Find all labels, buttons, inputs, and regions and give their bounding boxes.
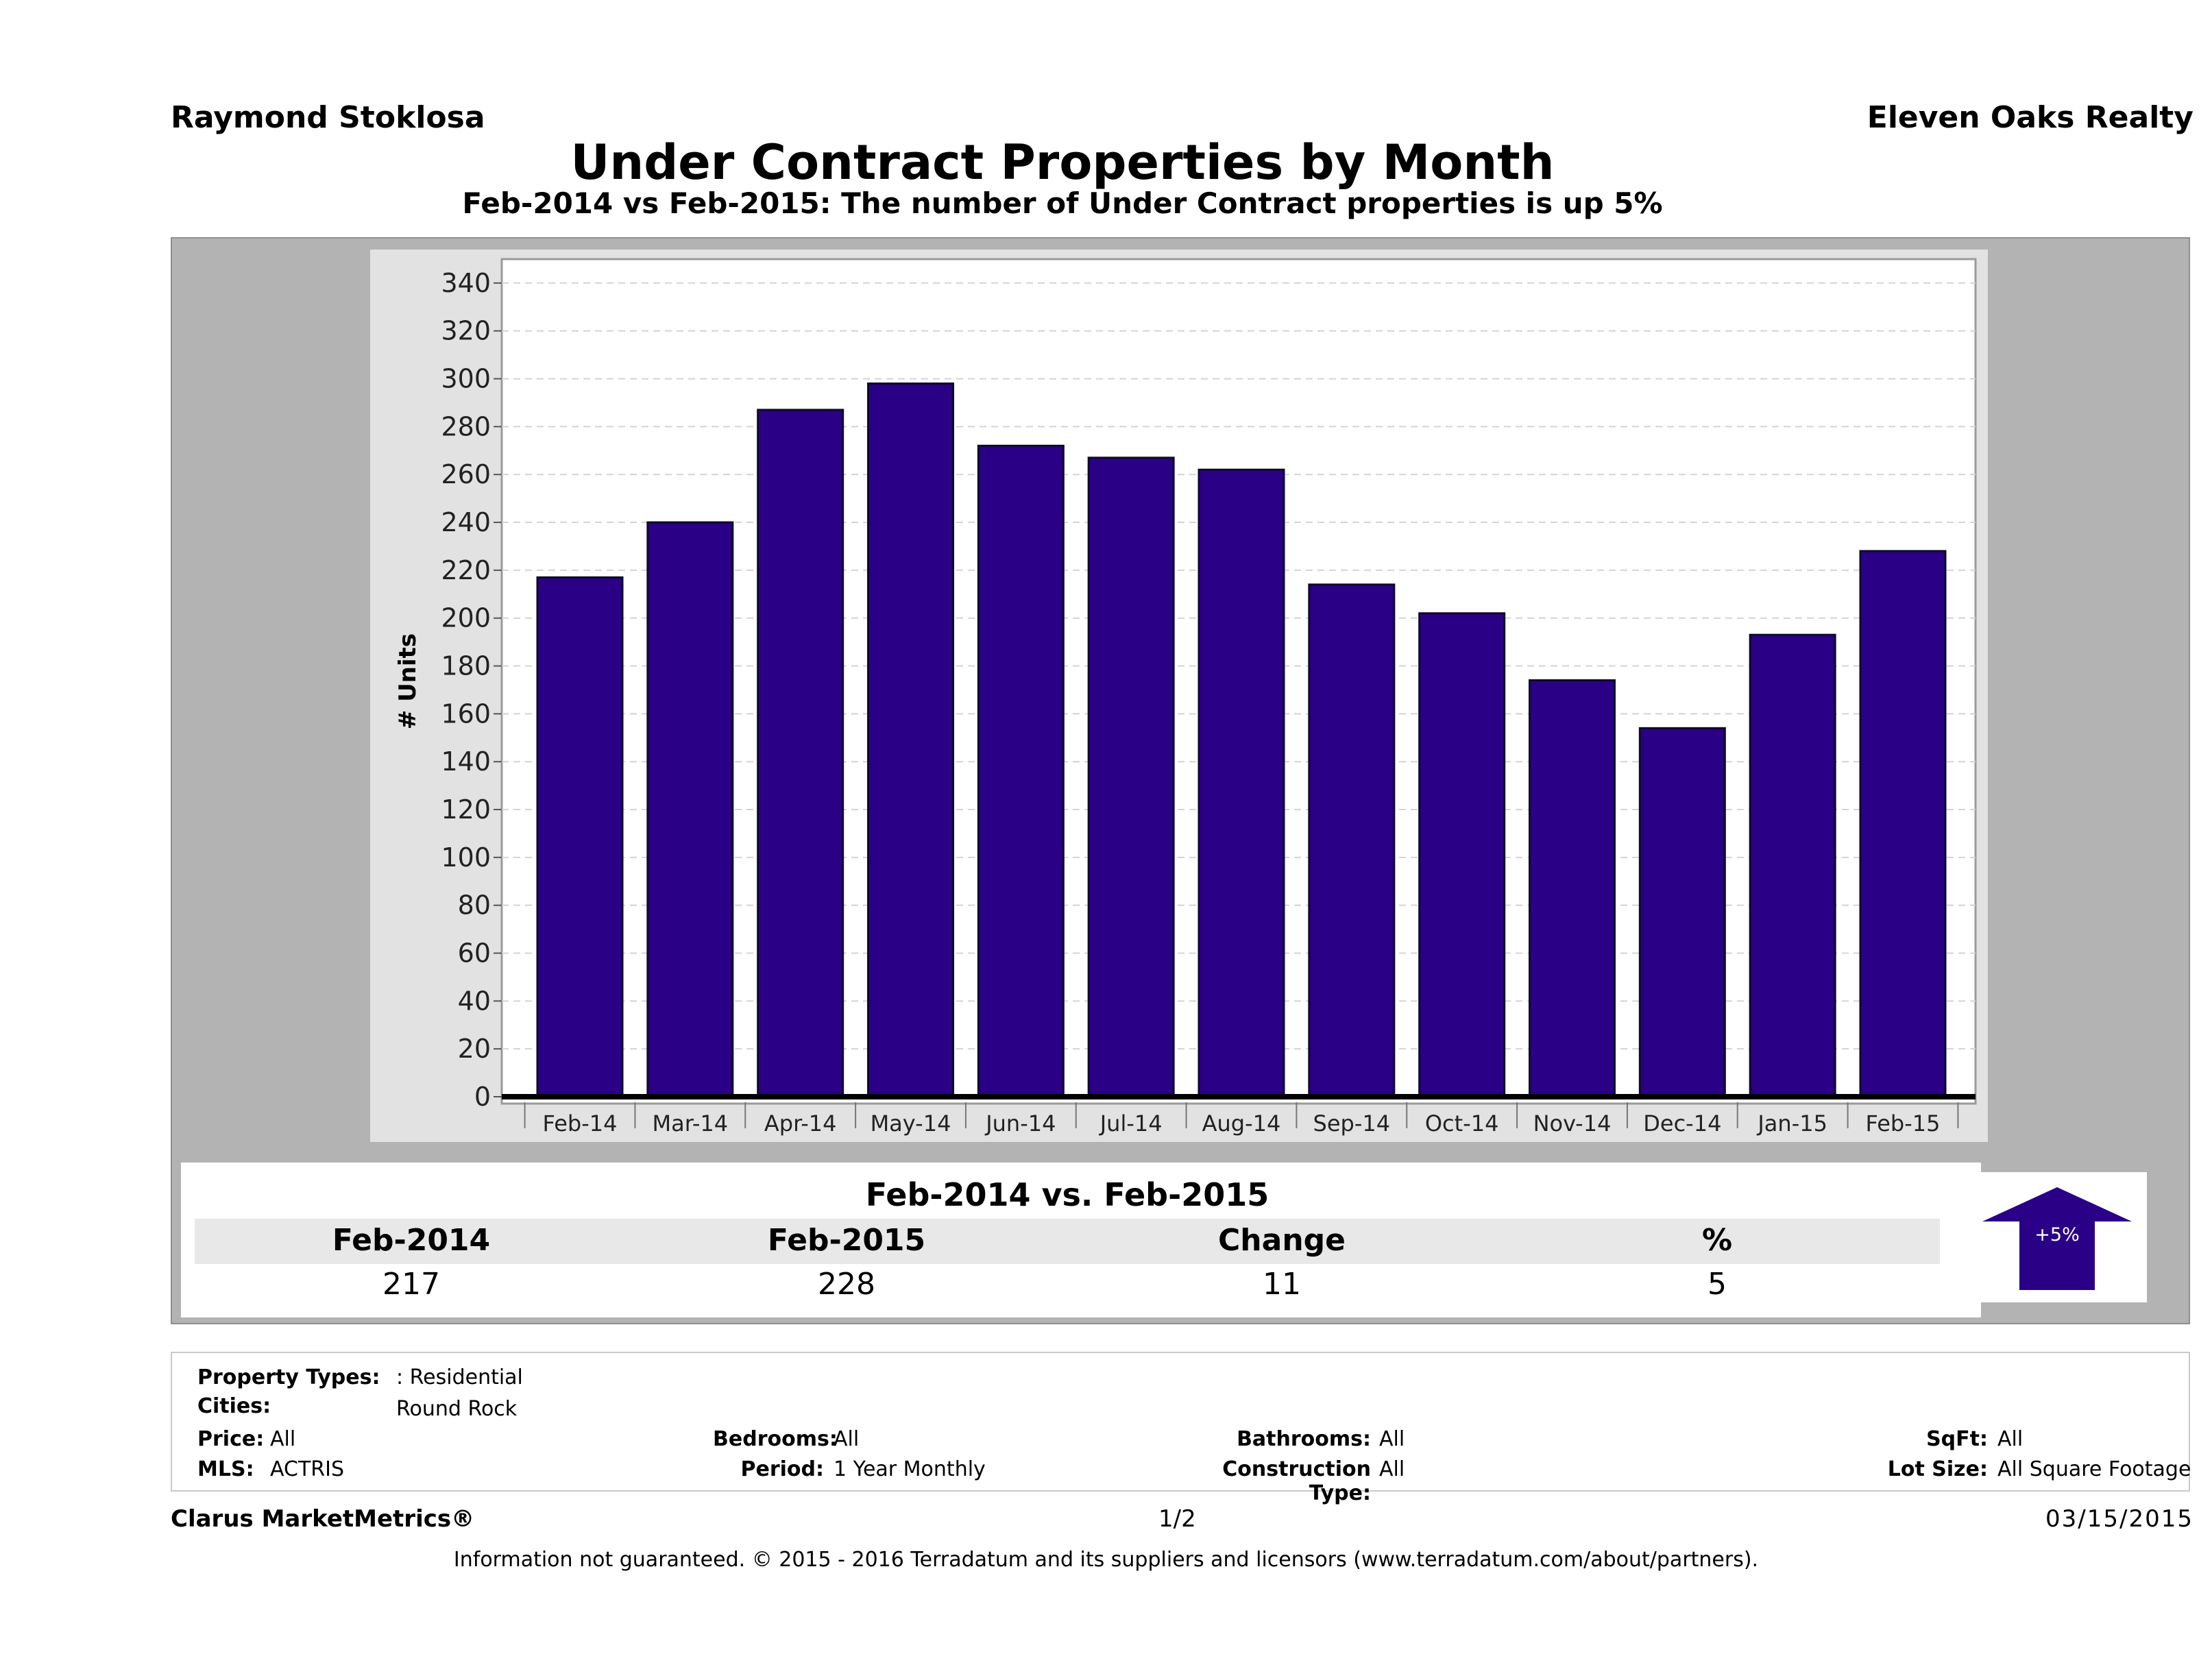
x-tick-label: Sep-14 [1313, 1110, 1391, 1136]
agent-name: Raymond Stoklosa [171, 100, 485, 135]
bar-aug-14 [1198, 468, 1285, 1098]
comparison-header-feb-2015: Feb-2015 [767, 1223, 926, 1258]
y-axis-label: # Units [394, 633, 422, 729]
bar-jul-14 [1087, 457, 1175, 1098]
period-label: Period: [740, 1457, 825, 1481]
bar-chart: 0 20 40 60 80 100 120 140 160 180 200 220 240 260 280 3… [394, 258, 1977, 1136]
change-badge-label: +5% [2034, 1224, 2079, 1245]
gridlines [502, 282, 1976, 1050]
x-tick-label: Feb-15 [1866, 1110, 1941, 1136]
bar-apr-14 [757, 409, 844, 1098]
page-number: 1/2 [1158, 1505, 1196, 1533]
bedrooms-value: All [834, 1427, 860, 1451]
comparison-header-percent: % [1701, 1223, 1733, 1258]
sqft-value: All [1997, 1427, 2023, 1451]
construction-type-label: Construction Type: [1222, 1457, 1371, 1505]
y-tick-label: 280 [441, 411, 491, 441]
bar-mar-14 [646, 521, 734, 1098]
x-tick-label: Jan-15 [1756, 1110, 1827, 1136]
comparison-header-change: Change [1218, 1223, 1346, 1258]
x-tick-label: Jul-14 [1099, 1110, 1163, 1136]
x-tick-label: Oct-14 [1425, 1110, 1499, 1136]
chart-subtitle: Feb-2014 vs Feb-2015: The number of Unde… [462, 186, 1663, 220]
lot-size-value: All Square Footage [1997, 1457, 2191, 1481]
y-tick-label: 260 [441, 459, 491, 489]
property-types-label: Property Types: [197, 1365, 380, 1389]
cities-value: Round Rock [396, 1397, 518, 1421]
brokerage-name: Eleven Oaks Realty [1867, 100, 2193, 135]
price-label: Price: [197, 1427, 265, 1451]
y-tick-label: 160 [441, 698, 491, 729]
y-tick-label: 320 [441, 316, 491, 346]
property-types-value: : Residential [396, 1365, 523, 1389]
comparison-header-feb-2014: Feb-2014 [332, 1223, 491, 1258]
bar-jun-14 [977, 444, 1065, 1098]
bar-feb-14 [536, 576, 624, 1098]
bar-jan-15 [1749, 633, 1836, 1098]
x-tick-label: Apr-14 [764, 1110, 837, 1136]
x-tick-label: Dec-14 [1643, 1110, 1721, 1136]
bar-nov-14 [1529, 679, 1616, 1098]
y-tick-label: 200 [441, 603, 491, 633]
report-date: 03/15/2015 [2045, 1505, 2193, 1533]
disclaimer: Information not guaranteed. © 2015 - 201… [453, 1548, 1759, 1572]
bathrooms-value: All [1379, 1427, 1405, 1451]
y-axis-ticks: 0 20 40 60 80 100 120 140 160 180 200 220 240 260 280 3… [441, 268, 502, 1112]
comparison-value-feb-2014: 217 [382, 1267, 440, 1302]
x-axis-ticks: Feb-14 Mar-14 Apr-14 May-14 Jun-14 Jul-14 Aug-… [524, 1102, 1959, 1136]
bars [536, 382, 1947, 1098]
y-tick-label: 140 [441, 746, 491, 777]
y-tick-label: 120 [441, 794, 491, 825]
y-tick-label: 240 [441, 507, 491, 537]
y-tick-label: 180 [441, 651, 491, 681]
y-tick-label: 20 [458, 1034, 491, 1064]
mls-value: ACTRIS [270, 1457, 345, 1481]
x-tick-label: Jun-14 [984, 1110, 1056, 1136]
chart-title: Under Contract Properties by Month [570, 134, 1555, 191]
bar-may-14 [867, 382, 954, 1098]
y-tick-label: 60 [458, 938, 491, 969]
mls-label: MLS: [197, 1457, 254, 1481]
bar-feb-15 [1859, 550, 1947, 1098]
comparison-value-change: 11 [1263, 1267, 1301, 1302]
period-value: 1 Year Monthly [834, 1457, 986, 1481]
y-tick-label: 300 [441, 364, 491, 394]
comparison-title: Feb-2014 vs. Feb-2015 [195, 1171, 1940, 1219]
y-tick-label: 340 [441, 268, 491, 298]
comparison-value-percent: 5 [1707, 1267, 1727, 1302]
lot-size-label: Lot Size: [1887, 1457, 1988, 1481]
cities-label: Cities: [197, 1394, 271, 1418]
bedrooms-label: Bedrooms: [713, 1427, 838, 1451]
up-arrow-icon: +5% [1982, 1187, 2132, 1290]
y-tick-label: 80 [458, 890, 491, 921]
report-parameters [171, 1352, 2190, 1492]
sqft-label: SqFt: [1926, 1427, 1988, 1451]
bar-dec-14 [1638, 727, 1726, 1098]
y-tick-label: 40 [458, 986, 491, 1016]
bathrooms-label: Bathrooms: [1237, 1427, 1371, 1451]
bar-oct-14 [1418, 612, 1506, 1098]
product-name: Clarus MarketMetrics® [171, 1505, 475, 1533]
y-tick-label: 0 [474, 1082, 491, 1112]
x-tick-label: Nov-14 [1533, 1110, 1612, 1136]
x-tick-label: May-14 [871, 1110, 951, 1136]
price-value: All [270, 1427, 296, 1451]
comparison-value-row [195, 1264, 1940, 1306]
comparison-value-feb-2015: 228 [818, 1267, 875, 1302]
x-tick-label: Feb-14 [543, 1110, 618, 1136]
comparison-header-row [195, 1219, 1940, 1264]
construction-type-value: All [1379, 1457, 1405, 1481]
y-tick-label: 100 [441, 842, 491, 873]
x-tick-label: Aug-14 [1202, 1110, 1281, 1136]
y-tick-label: 220 [441, 555, 491, 585]
x-tick-label: Mar-14 [653, 1110, 729, 1136]
bar-sep-14 [1308, 583, 1396, 1098]
